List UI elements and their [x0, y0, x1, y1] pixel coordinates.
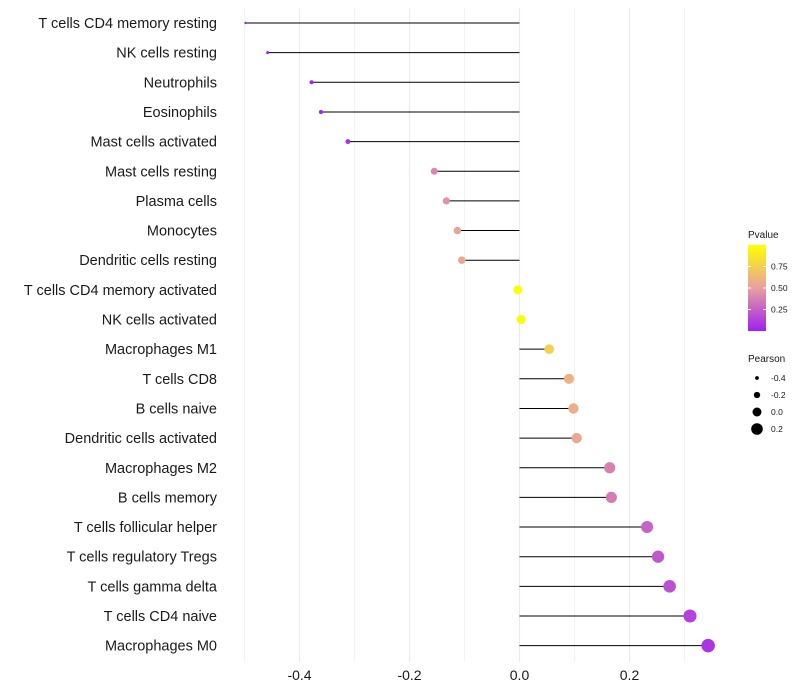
- color-legend-ticks: 0.25 0.50 0.75: [748, 262, 788, 315]
- category-label: Neutrophils: [144, 75, 217, 91]
- data-point: [318, 109, 324, 115]
- category-label: Mast cells activated: [90, 135, 217, 151]
- category-label: T cells regulatory Tregs: [67, 550, 217, 566]
- size-legend-dot: [755, 376, 759, 380]
- category-label: B cells naive: [136, 401, 217, 417]
- data-point: [345, 139, 351, 145]
- color-legend-title: Pvalue: [748, 230, 779, 241]
- x-tick-label: -0.2: [397, 667, 421, 683]
- grid-layer: [244, 8, 685, 662]
- data-point: [544, 344, 555, 354]
- x-tick-label: -0.4: [287, 667, 311, 683]
- category-label: Macrophages M0: [105, 639, 217, 655]
- legend: Pvalue 0.25 0.50 0.75 Pearson -0.4 -0.2 0.0 0…: [748, 230, 788, 435]
- data-point: [244, 21, 247, 25]
- data-point: [442, 197, 450, 205]
- data-point: [430, 167, 438, 175]
- data-point: [701, 638, 715, 653]
- category-label: T cells CD4 memory resting: [38, 16, 217, 32]
- category-label: Dendritic cells activated: [65, 431, 217, 447]
- category-label: B cells memory: [118, 490, 218, 506]
- color-legend-tick-label: 0.25: [771, 305, 788, 315]
- data-point: [513, 285, 523, 295]
- size-legend-label: 0.0: [771, 407, 783, 417]
- category-label: Macrophages M2: [105, 461, 217, 477]
- category-label: Mast cells resting: [105, 164, 217, 180]
- size-legend-items: -0.4 -0.2 0.0 0.2: [751, 373, 786, 435]
- data-point: [651, 550, 665, 563]
- color-legend-tick-label: 0.75: [771, 262, 788, 272]
- category-label: T cells CD4 naive: [104, 609, 217, 625]
- color-legend-tick-label: 0.50: [771, 283, 788, 293]
- category-label: Plasma cells: [136, 194, 217, 210]
- data-point: [641, 521, 654, 534]
- category-label: NK cells activated: [102, 313, 217, 329]
- size-legend-label: -0.4: [771, 373, 786, 383]
- data-point: [605, 491, 617, 503]
- data-point: [457, 256, 466, 265]
- category-label: Dendritic cells resting: [79, 253, 217, 269]
- size-legend-label: -0.2: [771, 390, 786, 400]
- data-point: [663, 580, 676, 593]
- x-tick-labels: -0.4 -0.2 0.0 0.2: [287, 667, 639, 683]
- point-layer: [244, 21, 715, 653]
- size-legend-label: 0.2: [771, 424, 783, 434]
- x-tick-label: 0.2: [620, 667, 640, 683]
- size-legend-title: Pearson: [748, 354, 785, 365]
- category-label: Macrophages M1: [105, 342, 217, 358]
- color-legend-bar: [748, 245, 766, 331]
- category-label: NK cells resting: [116, 46, 217, 62]
- x-tick-label: 0.0: [510, 667, 530, 683]
- category-label: T cells follicular helper: [74, 520, 217, 536]
- data-point: [568, 403, 579, 414]
- size-legend-dot: [751, 423, 763, 435]
- data-point: [309, 80, 314, 85]
- data-point: [683, 609, 697, 623]
- data-point: [453, 226, 462, 235]
- category-label: Monocytes: [147, 224, 217, 240]
- size-legend-dot: [753, 391, 761, 399]
- category-label: T cells CD4 memory activated: [24, 283, 217, 299]
- category-label: Eosinophils: [143, 105, 217, 121]
- stem-layer: [245, 22, 709, 647]
- data-point: [604, 462, 616, 474]
- category-label: T cells gamma delta: [88, 579, 218, 595]
- category-label: T cells CD8: [142, 372, 217, 388]
- data-point: [563, 373, 575, 384]
- size-legend-dot: [752, 407, 762, 417]
- data-point: [516, 314, 526, 325]
- data-point: [266, 51, 270, 55]
- category-labels: T cells CD4 memory resting NK cells resti…: [24, 16, 218, 655]
- data-point: [571, 432, 582, 444]
